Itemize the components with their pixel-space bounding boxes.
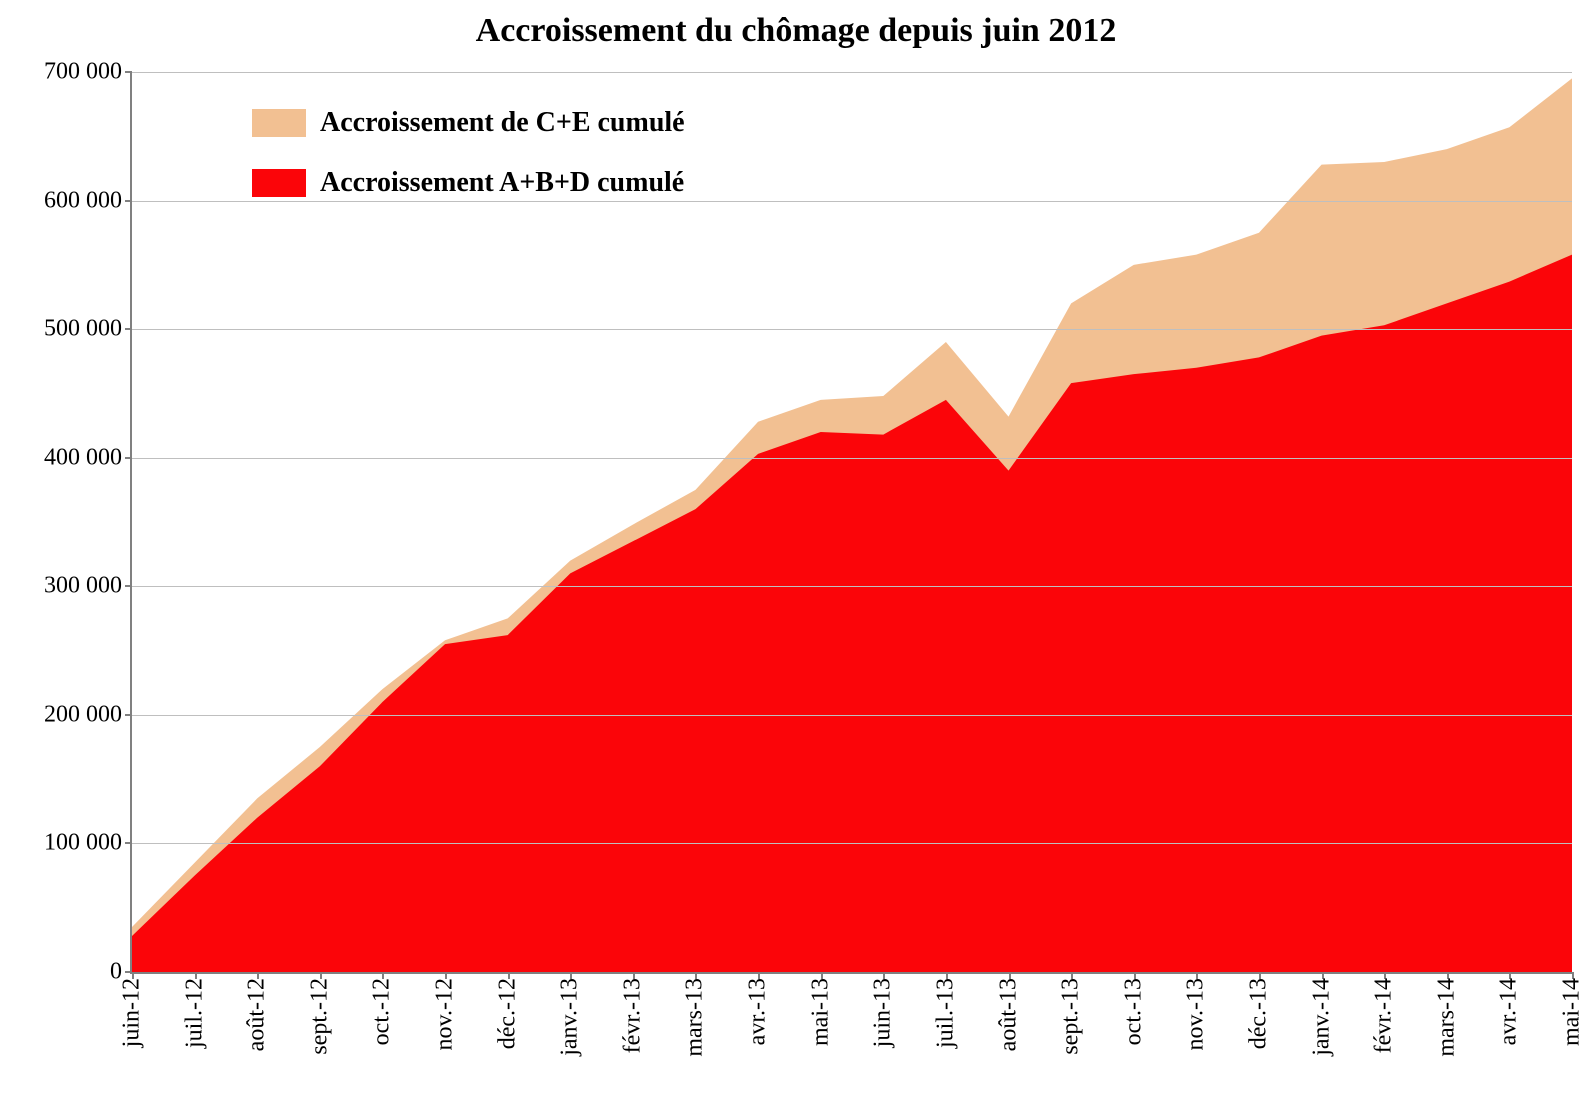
x-tick-label: mars-14	[1433, 972, 1460, 1057]
legend-swatch	[252, 169, 306, 197]
y-tick-label: 100 000	[44, 830, 132, 857]
x-tick-label: oct.-13	[1120, 972, 1147, 1045]
x-tick-label: août-12	[244, 972, 271, 1051]
gridline	[132, 458, 1572, 459]
x-tick-label: avr.-13	[745, 972, 772, 1045]
gridline	[132, 843, 1572, 844]
x-tick-label: avr.-14	[1496, 972, 1523, 1045]
x-tick-label: févr.-13	[619, 972, 646, 1053]
legend-item: Accroissement de C+E cumulé	[252, 107, 685, 139]
x-tick-label: mai-14	[1559, 972, 1586, 1046]
chart-container: Accroissement du chômage depuis juin 201…	[0, 0, 1592, 1105]
y-tick-label: 500 000	[44, 316, 132, 343]
plot-area: Accroissement de C+E cumulé Accroissement…	[130, 72, 1572, 974]
chart-title: Accroissement du chômage depuis juin 201…	[0, 12, 1592, 50]
x-tick-label: juin-13	[870, 972, 897, 1047]
gridline	[132, 329, 1572, 330]
x-tick-label: janv.-13	[557, 972, 584, 1056]
x-tick-label: janv.-14	[1308, 972, 1335, 1056]
gridline	[132, 201, 1572, 202]
x-tick-label: juil.-13	[932, 972, 959, 1048]
x-tick-label: août-13	[995, 972, 1022, 1051]
gridline	[132, 715, 1572, 716]
gridline	[132, 72, 1572, 73]
y-tick-label: 200 000	[44, 701, 132, 728]
y-tick-label: 600 000	[44, 187, 132, 214]
gridline	[132, 586, 1572, 587]
legend-item: Accroissement A+B+D cumulé	[252, 167, 685, 199]
x-tick-label: sept.-13	[1058, 972, 1085, 1055]
x-tick-label: déc.-12	[494, 972, 521, 1049]
y-tick-label: 700 000	[44, 59, 132, 86]
legend: Accroissement de C+E cumulé Accroissement…	[252, 107, 685, 227]
x-tick-label: juin-12	[119, 972, 146, 1047]
x-tick-label: févr.-14	[1371, 972, 1398, 1053]
x-tick-label: mars-13	[682, 972, 709, 1057]
legend-label: Accroissement de C+E cumulé	[320, 107, 685, 139]
y-tick-label: 400 000	[44, 444, 132, 471]
x-tick-label: déc.-13	[1245, 972, 1272, 1049]
legend-swatch	[252, 109, 306, 137]
legend-label: Accroissement A+B+D cumulé	[320, 167, 684, 199]
x-tick-label: juil.-12	[181, 972, 208, 1048]
x-tick-label: nov.-13	[1183, 972, 1210, 1050]
x-tick-label: nov.-12	[432, 972, 459, 1050]
x-tick-label: sept.-12	[306, 972, 333, 1055]
area-series	[132, 255, 1572, 972]
x-tick-label: oct.-12	[369, 972, 396, 1045]
x-tick-label: mai-13	[807, 972, 834, 1046]
y-tick-label: 300 000	[44, 573, 132, 600]
